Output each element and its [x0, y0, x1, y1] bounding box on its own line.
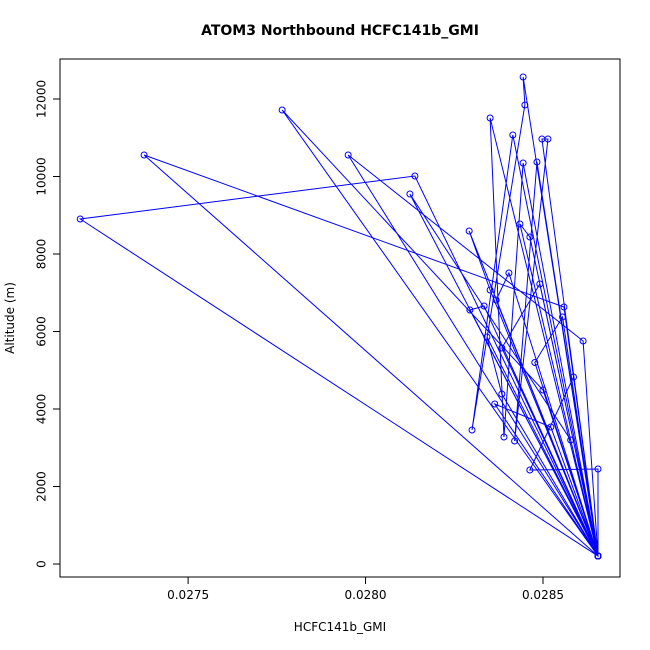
x-tick-label: 0.0285	[522, 588, 564, 602]
point	[567, 436, 575, 444]
point	[480, 302, 488, 310]
point	[539, 386, 547, 394]
point	[498, 390, 506, 398]
point	[344, 151, 352, 159]
point	[526, 466, 534, 474]
point	[559, 313, 567, 321]
point	[465, 227, 473, 235]
point	[500, 433, 508, 441]
point	[278, 106, 286, 114]
x-axis-label: HCFC141b_GMI	[294, 620, 386, 634]
y-tick-label: 6000	[35, 316, 49, 347]
y-tick-label: 4000	[35, 394, 49, 425]
point	[466, 306, 474, 314]
point	[406, 190, 414, 198]
point	[76, 215, 84, 223]
y-tick-label: 10000	[35, 157, 49, 195]
point	[533, 158, 541, 166]
point	[519, 159, 527, 167]
point	[579, 337, 587, 345]
point	[531, 359, 539, 367]
point	[544, 135, 552, 143]
point	[519, 73, 527, 81]
point	[498, 344, 506, 352]
point	[521, 101, 529, 109]
chart-title: ATOM3 Northbound HCFC141b_GMI	[201, 23, 479, 39]
y-tick-label: 12000	[35, 80, 49, 118]
y-tick-label: 0	[35, 560, 49, 568]
point	[492, 296, 500, 304]
y-axis-label: Altitude (m)	[3, 282, 17, 354]
point	[486, 114, 494, 122]
plot-box	[59, 58, 621, 578]
point	[526, 233, 534, 241]
point	[594, 552, 602, 560]
point	[491, 400, 499, 408]
point	[468, 426, 476, 434]
point	[536, 280, 544, 288]
point	[483, 333, 491, 341]
point	[560, 303, 568, 311]
point	[570, 373, 578, 381]
point	[486, 286, 494, 294]
point	[594, 465, 602, 473]
point	[140, 151, 148, 159]
y-tick-label: 2000	[35, 471, 49, 502]
point	[547, 423, 555, 431]
point	[516, 220, 524, 228]
point	[509, 131, 517, 139]
point	[505, 269, 513, 277]
x-tick-label: 0.0280	[345, 588, 387, 602]
point	[411, 172, 419, 180]
y-tick-label: 8000	[35, 239, 49, 270]
point	[511, 437, 519, 445]
x-tick-label: 0.0275	[167, 588, 209, 602]
